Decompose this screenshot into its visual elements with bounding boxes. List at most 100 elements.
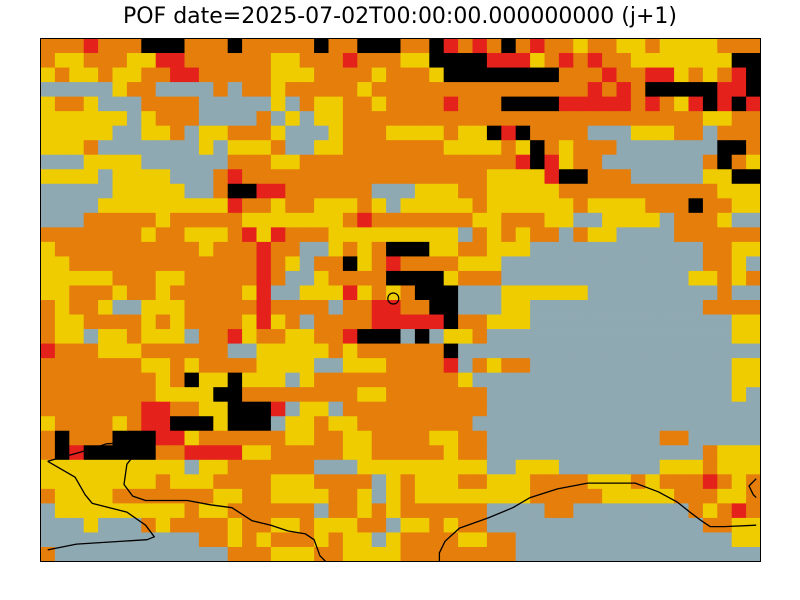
heatmap-cell <box>98 38 113 54</box>
heatmap-cell <box>328 387 344 403</box>
heatmap-cell <box>602 241 617 257</box>
heatmap-cell <box>702 53 718 68</box>
heatmap-cell <box>54 474 70 490</box>
coastline <box>47 460 155 551</box>
heatmap-cell <box>443 154 459 170</box>
heatmap-cell <box>429 532 445 548</box>
heatmap-cell <box>83 459 99 475</box>
heatmap-cell <box>386 546 401 562</box>
heatmap-cell <box>141 503 157 519</box>
heatmap-cell <box>414 329 430 344</box>
heatmap-cell <box>141 445 157 461</box>
heatmap-cell <box>184 517 200 533</box>
heatmap-cell <box>429 300 445 315</box>
heatmap-cell <box>270 169 286 185</box>
heatmap-cell <box>573 430 589 446</box>
heatmap-cell <box>486 96 502 112</box>
heatmap-cell <box>299 241 315 257</box>
heatmap-cell <box>371 183 387 199</box>
heatmap-cell <box>285 372 301 388</box>
heatmap-cell <box>558 503 574 519</box>
heatmap-cell <box>342 212 358 228</box>
heatmap-cell <box>242 343 257 359</box>
heatmap-cell <box>616 96 632 112</box>
heatmap-cell <box>616 256 632 272</box>
heatmap-cell <box>515 300 531 315</box>
heatmap-cell <box>702 285 718 301</box>
heatmap-cell <box>270 198 286 214</box>
heatmap-cell <box>746 227 761 243</box>
heatmap-cell <box>486 67 502 83</box>
heatmap-cell <box>659 329 675 344</box>
heatmap-cell <box>314 140 329 156</box>
heatmap-cell <box>659 459 675 475</box>
heatmap-cell <box>443 300 459 315</box>
heatmap-cell <box>616 53 632 68</box>
heatmap-cell <box>659 227 675 243</box>
heatmap-cells <box>40 38 761 562</box>
heatmap-cell <box>414 125 430 141</box>
heatmap-cell <box>314 445 329 461</box>
heatmap-cell <box>342 256 358 272</box>
heatmap-cell <box>486 111 502 127</box>
heatmap-cell <box>717 241 733 257</box>
heatmap-cell <box>501 445 517 461</box>
heatmap-cell <box>40 212 56 228</box>
heatmap-cell <box>371 270 387 286</box>
heatmap-cell <box>688 67 704 83</box>
heatmap-cell <box>227 300 243 315</box>
heatmap-cell <box>155 416 171 432</box>
heatmap-cell <box>443 169 459 185</box>
heatmap-cell <box>170 445 185 461</box>
heatmap-cell <box>414 358 430 374</box>
heatmap-cell <box>213 82 229 98</box>
heatmap-cell <box>587 82 603 98</box>
heatmap-cell <box>227 154 243 170</box>
heatmap-cell <box>486 169 502 185</box>
heatmap-cell <box>486 256 502 272</box>
heatmap-cell <box>270 270 286 286</box>
heatmap-cell <box>371 372 387 388</box>
heatmap-cell <box>630 169 646 185</box>
heatmap-cell <box>630 183 646 199</box>
heatmap-cell <box>429 474 445 490</box>
heatmap-cell <box>314 67 329 83</box>
heatmap-cell <box>170 183 185 199</box>
heatmap-cell <box>170 387 185 403</box>
heatmap-cell <box>530 154 545 170</box>
heatmap-cell <box>659 300 675 315</box>
heatmap-cell <box>558 372 574 388</box>
heatmap-cell <box>314 401 329 417</box>
heatmap-cell <box>645 53 661 68</box>
heatmap-cell <box>40 227 56 243</box>
heatmap-cell <box>530 125 545 141</box>
heatmap-cell <box>83 241 99 257</box>
heatmap-cell <box>616 198 632 214</box>
heatmap-cell <box>472 459 488 475</box>
heatmap-cell <box>746 82 761 98</box>
heatmap-cell <box>414 111 430 127</box>
heatmap-cell <box>674 314 689 330</box>
heatmap-cell <box>371 546 387 562</box>
heatmap-cell <box>443 140 459 156</box>
heatmap-cell <box>299 401 315 417</box>
heatmap-cell <box>256 503 272 519</box>
heatmap-cell <box>702 430 718 446</box>
heatmap-cell <box>126 198 142 214</box>
heatmap-cell <box>69 459 85 475</box>
heatmap-cell <box>285 401 301 417</box>
heatmap-cell <box>285 532 301 548</box>
heatmap-cell <box>83 270 99 286</box>
heatmap-cell <box>659 183 675 199</box>
heatmap-cell <box>270 474 286 490</box>
heatmap-cell <box>285 517 301 533</box>
heatmap-cell <box>616 314 632 330</box>
heatmap-cell <box>357 241 373 257</box>
heatmap-cell <box>198 270 214 286</box>
heatmap-cell <box>443 401 459 417</box>
heatmap-cell <box>98 329 113 344</box>
heatmap-cell <box>558 343 574 359</box>
heatmap-cell <box>472 343 488 359</box>
heatmap-cell <box>155 532 171 548</box>
heatmap-cell <box>688 416 704 432</box>
